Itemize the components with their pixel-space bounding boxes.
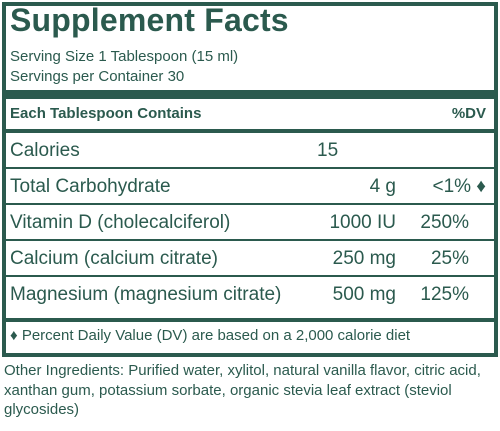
header-divider: [6, 129, 494, 133]
row-divider: [6, 167, 494, 169]
other-ingredients: Other Ingredients: Purified water, xylit…: [4, 362, 481, 418]
nutrient-dv: 250%: [420, 212, 469, 233]
nutrient-amount: 15: [317, 140, 339, 161]
nutrient-amount: 4 g: [369, 176, 396, 197]
row-divider: [6, 203, 494, 205]
label-title: Supplement Facts: [10, 2, 289, 38]
supplement-facts-panel: Supplement Facts Serving Size 1 Tablespo…: [2, 2, 498, 357]
nutrient-name: Magnesium (magnesium citrate): [10, 284, 282, 305]
dv-footnote: ♦ Percent Daily Value (DV) are based on …: [10, 327, 411, 344]
footer-divider: [6, 318, 494, 322]
row-divider: [6, 275, 494, 277]
servings-per-container: Servings per Container 30: [10, 68, 185, 85]
nutrient-name: Calcium (calcium citrate): [10, 248, 218, 269]
serving-size: Serving Size 1 Tablespoon (15 ml): [10, 48, 239, 65]
column-header-contains: Each Tablespoon Contains: [10, 105, 202, 122]
nutrient-row-carbohydrate: Total Carbohydrate 4 g <1% ♦: [6, 169, 494, 203]
nutrient-amount: 1000 IU: [329, 212, 396, 233]
nutrient-dv: 125%: [420, 284, 469, 305]
nutrient-name: Calories: [10, 140, 80, 161]
nutrient-row-magnesium: Magnesium (magnesium citrate) 500 mg 125…: [6, 277, 494, 311]
nutrient-dv: <1% ♦: [432, 176, 486, 197]
nutrient-amount: 500 mg: [332, 284, 396, 305]
nutrient-name: Total Carbohydrate: [10, 176, 171, 197]
nutrient-row-calcium: Calcium (calcium citrate) 250 mg 25%: [6, 241, 494, 275]
row-divider: [6, 239, 494, 241]
column-header-dv: %DV: [451, 105, 486, 122]
nutrient-dv: 25%: [430, 248, 469, 269]
nutrient-row-calories: Calories 15: [6, 133, 494, 167]
nutrient-name: Vitamin D (cholecalciferol): [10, 212, 231, 233]
thick-divider: [6, 90, 494, 99]
nutrient-row-vitamin-d: Vitamin D (cholecalciferol) 1000 IU 250%: [6, 205, 494, 239]
nutrient-amount: 250 mg: [332, 248, 396, 269]
